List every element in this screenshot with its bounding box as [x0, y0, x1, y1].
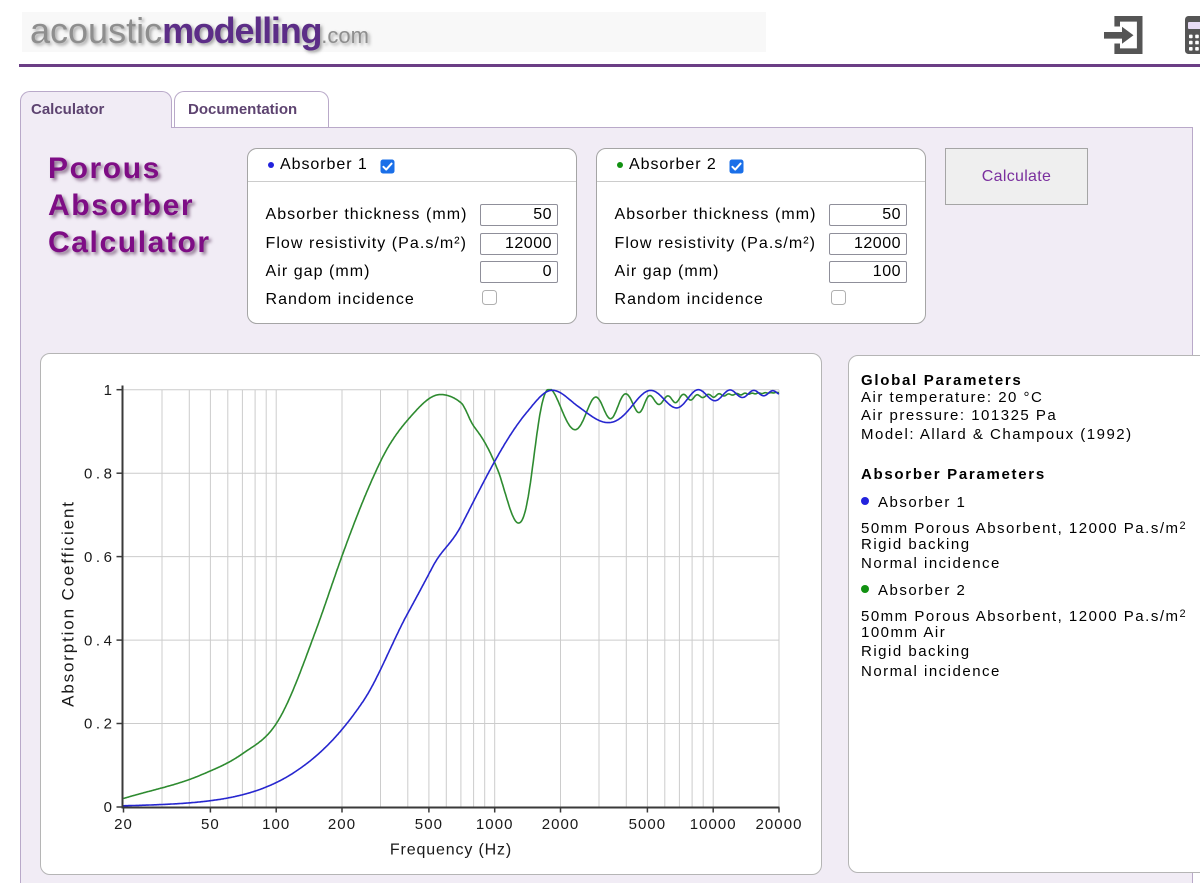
svg-text:50: 50	[201, 816, 220, 833]
svg-text:0.8: 0.8	[84, 465, 112, 482]
svg-text:1000: 1000	[476, 816, 514, 833]
svg-text:20000: 20000	[756, 816, 803, 833]
svg-text:2000: 2000	[542, 816, 580, 833]
svg-text:0.2: 0.2	[84, 715, 112, 732]
svg-text:10000: 10000	[690, 816, 737, 833]
svg-text:Absorption Coefficient: Absorption Coefficient	[59, 500, 78, 707]
svg-text:1: 1	[104, 381, 112, 398]
svg-text:500: 500	[415, 816, 443, 833]
svg-text:200: 200	[328, 816, 356, 833]
svg-text:20: 20	[114, 816, 133, 833]
svg-text:0: 0	[104, 799, 112, 816]
svg-text:100: 100	[262, 816, 290, 833]
svg-text:0.4: 0.4	[84, 632, 112, 649]
svg-text:5000: 5000	[629, 816, 667, 833]
svg-text:Frequency (Hz): Frequency (Hz)	[390, 841, 512, 858]
svg-text:0.6: 0.6	[84, 548, 112, 565]
